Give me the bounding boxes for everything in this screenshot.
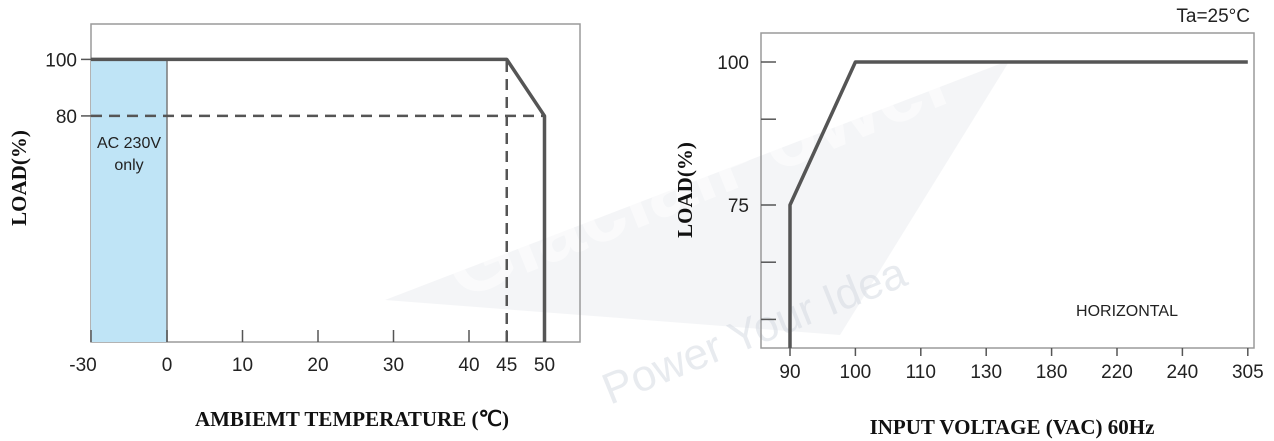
x-tick-label: 100 bbox=[840, 362, 872, 383]
x-tick-label: 45 bbox=[496, 355, 517, 376]
x-tick-label: 30 bbox=[383, 355, 404, 376]
x-tick-label: 220 bbox=[1101, 362, 1133, 383]
x-tick-marks bbox=[789, 348, 1249, 356]
y-tick-labels: 100 80 bbox=[45, 50, 77, 128]
x-tick-labels: 90 100 110 130 180 220 240 305 bbox=[779, 362, 1263, 383]
chart-temperature-derating: -30 0 10 20 30 40 45 50 100 80 AC 230V only LOAD(… bbox=[7, 23, 581, 431]
x-tick-label: 20 bbox=[307, 355, 328, 376]
x-tick-label: 240 bbox=[1167, 362, 1199, 383]
series-lines bbox=[91, 57, 547, 342]
x-tick-label: 10 bbox=[232, 355, 253, 376]
shaded-region-ac230v bbox=[91, 59, 167, 343]
x-tick-label: 40 bbox=[458, 355, 479, 376]
y-tick-marks bbox=[81, 58, 91, 117]
annotation-mounting: HORIZONTAL bbox=[1076, 303, 1178, 320]
y-tick-marks bbox=[761, 61, 776, 321]
x-tick-label: 180 bbox=[1036, 362, 1068, 383]
x-axis-title: INPUT VOLTAGE (VAC) 60Hz bbox=[870, 415, 1155, 439]
y-axis-title: LOAD(%) bbox=[7, 130, 31, 226]
x-axis-title: AMBIEMT TEMPERATURE (℃) bbox=[195, 407, 509, 431]
series-lines bbox=[788, 60, 1248, 348]
x-tick-label: 90 bbox=[779, 362, 800, 383]
shaded-region-label-line2: only bbox=[114, 157, 143, 174]
x-tick-label: -30 bbox=[69, 355, 96, 376]
derating-curve bbox=[788, 60, 1248, 348]
x-tick-label: 130 bbox=[970, 362, 1002, 383]
x-tick-label: 305 bbox=[1232, 362, 1264, 383]
y-axis-title: LOAD(%) bbox=[673, 142, 697, 238]
y-tick-label: 75 bbox=[728, 196, 749, 217]
watermark-triangle-shape bbox=[385, 60, 1010, 335]
y-tick-label: 80 bbox=[56, 107, 77, 128]
x-tick-label: 0 bbox=[162, 355, 173, 376]
derating-curve bbox=[91, 57, 547, 342]
shaded-region-label-line1: AC 230V bbox=[97, 135, 161, 152]
annotation-ambient-temp: Ta=25°C bbox=[1176, 6, 1250, 27]
y-tick-labels: 100 75 bbox=[717, 53, 749, 217]
watermark: GlacialPower Power Your Idea bbox=[385, 26, 1010, 414]
y-tick-label: 100 bbox=[45, 50, 77, 71]
x-tick-labels: -30 0 10 20 30 40 45 50 bbox=[69, 355, 555, 376]
chart-input-voltage-derating: 90 100 110 130 180 220 240 305 100 75 Ta=25°C HO… bbox=[673, 6, 1264, 439]
x-tick-label: 110 bbox=[906, 362, 936, 383]
plot-frame bbox=[760, 32, 1255, 349]
reference-lines bbox=[91, 59, 545, 342]
x-tick-label: 50 bbox=[534, 355, 555, 376]
shaded-region-layer bbox=[91, 59, 168, 343]
y-tick-label: 100 bbox=[717, 53, 749, 74]
shaded-region-label: AC 230V only bbox=[97, 135, 161, 174]
